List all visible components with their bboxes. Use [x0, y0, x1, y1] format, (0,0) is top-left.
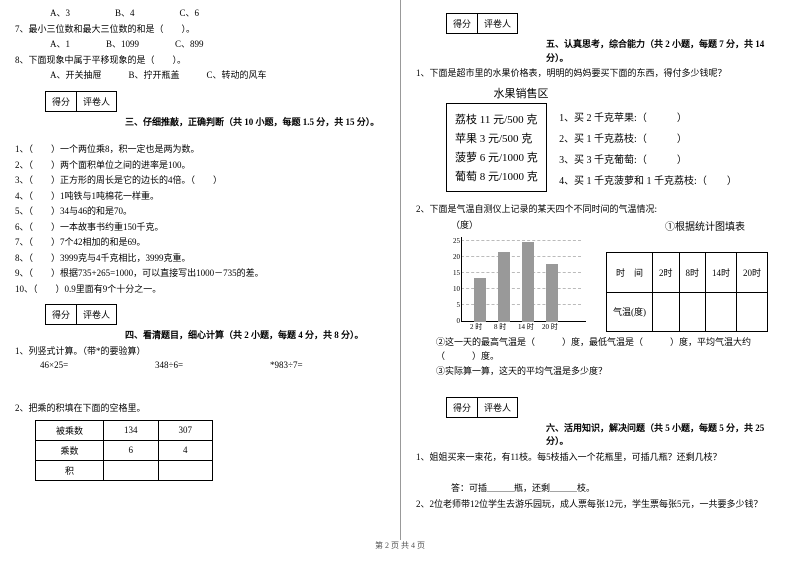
p1: 1、姐姐买来一束花，有11枝。每5枝插入一个花瓶里，可插几瓶？还剩几枝？ — [416, 451, 785, 465]
fruit-2: 苹果 3 元/500 克 — [455, 130, 538, 146]
q8-opts: A、开关抽屉 B、拧开瓶盖 C、转动的风车 — [15, 69, 385, 83]
buy-3: 3、买 3 千克葡萄:（ ） — [559, 151, 737, 166]
y-tick: 15 — [446, 269, 460, 277]
temp-v2 — [679, 292, 706, 332]
chart-bar — [498, 252, 510, 322]
t14: 14时 — [706, 253, 737, 293]
temp-r: 气温(度) — [607, 292, 653, 332]
chart-bar — [546, 264, 558, 322]
judge-4: 4、（ ）1吨铁与1吨棉花一样重。 — [15, 190, 385, 204]
score-cell: 得分 — [446, 397, 478, 418]
judge-3: 3、（ ）正方形的周长是它的边长的4倍。（ ） — [15, 174, 385, 188]
q5-1: 1、下面是超市里的水果价格表，明明的妈妈要买下面的东西，得付多少钱呢？ — [416, 67, 785, 81]
tv-21: 6 — [104, 440, 159, 460]
score-box-4: 得分 评卷人 — [45, 304, 385, 325]
p1a: 答：可插＿＿＿瓶，还剩＿＿＿枝。 — [416, 482, 785, 496]
y-tick: 20 — [446, 253, 460, 261]
judge-6: 6、（ ）一本故事书约重150千克。 — [15, 221, 385, 235]
x-tick: 14 时 — [518, 322, 534, 332]
chart-bar — [522, 242, 534, 322]
deg-label: （度） — [451, 218, 478, 233]
grader-cell: 评卷人 — [77, 304, 117, 325]
score-cell: 得分 — [45, 91, 77, 112]
judge-8: 8、（ ）3999克与4千克相比，3999克重。 — [15, 252, 385, 266]
p2: 2、2位老师带12位学生去游乐园玩，成人票每张12元，学生票每张5元，一共要多少… — [416, 498, 785, 512]
buy-1: 1、买 2 千克苹果:（ ） — [559, 109, 737, 124]
t2: 2时 — [653, 253, 680, 293]
score-box-6: 得分 评卷人 — [446, 397, 785, 418]
judge-2: 2、（ ）两个面积单位之间的进率是100。 — [15, 159, 385, 173]
q7: 7、最小三位数和最大三位数的和是（ ）。 — [15, 23, 385, 37]
th-1: 被乘数 — [36, 420, 104, 440]
section-4-title: 四、看清题目，细心计算（共 2 小题，每题 4 分，共 8 分）。 — [15, 329, 385, 343]
chart-title: ①根据统计图填表 — [665, 218, 745, 233]
fruit-1: 荔枝 11 元/500 克 — [455, 111, 538, 127]
fruit-3: 菠萝 6 元/1000 克 — [455, 149, 538, 165]
fruit-price-box: 荔枝 11 元/500 克 苹果 3 元/500 克 菠萝 6 元/1000 克… — [446, 103, 547, 192]
bar-chart: 25 20 15 10 5 0 2 时 8 时 14 时 20 时 — [446, 237, 586, 332]
q5-2: 2、下面是气温自测仪上记录的某天四个不同时间的气温情况: — [416, 203, 785, 217]
page-footer: 第 2 页 共 4 页 — [0, 540, 800, 551]
x-tick: 8 时 — [494, 322, 506, 332]
temp-table: 时 间 2时 8时 14时 20时 气温(度) — [606, 252, 768, 332]
th-3: 积 — [36, 460, 104, 480]
score-box-5: 得分 评卷人 — [446, 13, 785, 34]
section-3-title: 三、仔细推敲，正确判断（共 10 小题，每题 1.5 分，共 15 分）。 — [15, 116, 385, 130]
fruit-title: 水果销售区 — [461, 85, 581, 101]
calc-1b: 348÷6= — [155, 360, 270, 370]
judge-7: 7、（ ）7个42相加的和是69。 — [15, 236, 385, 250]
score-cell: 得分 — [45, 304, 77, 325]
temp-v1 — [653, 292, 680, 332]
grader-cell: 评卷人 — [478, 13, 518, 34]
calc-1c: *983÷7= — [270, 360, 385, 370]
x-tick: 20 时 — [542, 322, 558, 332]
judge-5: 5、（ ）34与46的和是70。 — [15, 205, 385, 219]
q2c: ③实际算一算，这天的平均气温是多少度？ — [416, 365, 785, 379]
y-tick: 5 — [446, 301, 460, 309]
q8: 8、下面现象中属于平移现象的是（ ）。 — [15, 54, 385, 68]
tv-31 — [104, 460, 159, 480]
temp-v3 — [706, 292, 737, 332]
score-box-3: 得分 评卷人 — [45, 91, 385, 112]
score-cell: 得分 — [446, 13, 478, 34]
th-2: 乘数 — [36, 440, 104, 460]
calc-1a: 46×25= — [40, 360, 155, 370]
fruit-4: 葡萄 8 元/1000 克 — [455, 168, 538, 184]
t8: 8时 — [679, 253, 706, 293]
y-tick: 25 — [446, 237, 460, 245]
q2b: ②这一天的最高气温是（ ）度，最低气温是（ ）度，平均气温大约（ ）度。 — [416, 336, 785, 363]
calc-2: 2、把乘的积填在下面的空格里。 — [15, 402, 385, 416]
grader-cell: 评卷人 — [77, 91, 117, 112]
tv-22: 4 — [158, 440, 213, 460]
mult-table: 被乘数134307 乘数64 积 — [35, 420, 213, 481]
section-5-title: 五、认真思考，综合能力（共 2 小题，每题 7 分，共 14 分）。 — [416, 38, 785, 65]
judge-1: 1、（ ）一个两位乘8，积一定也是两为数。 — [15, 143, 385, 157]
buy-4: 4、买 1 千克菠萝和 1 千克荔枝:（ ） — [559, 172, 737, 187]
judge-9: 9、（ ）根据735+265=1000，可以直接写出1000－735的差。 — [15, 267, 385, 281]
buy-2: 2、买 1 千克荔枝:（ ） — [559, 130, 737, 145]
tv-32 — [158, 460, 213, 480]
temp-h: 时 间 — [607, 253, 653, 293]
judge-10: 10、（ ）0.9里面有9个十分之一。 — [15, 283, 385, 297]
y-tick: 0 — [446, 317, 460, 325]
chart-bar — [474, 278, 486, 322]
temp-v4 — [737, 292, 768, 332]
section-6-title: 六、活用知识，解决问题（共 5 小题，每题 5 分，共 25 分）。 — [416, 422, 785, 449]
y-tick: 10 — [446, 285, 460, 293]
x-tick: 2 时 — [470, 322, 482, 332]
t20: 20时 — [737, 253, 768, 293]
buy-list: 1、买 2 千克苹果:（ ） 2、买 1 千克荔枝:（ ） 3、买 3 千克葡萄… — [559, 103, 737, 193]
grader-cell: 评卷人 — [478, 397, 518, 418]
tv-11: 134 — [104, 420, 159, 440]
calc-1: 1、列竖式计算。（带*的要验算） — [15, 345, 385, 359]
q7-opts: A、1 B、1099 C、899 — [15, 38, 385, 52]
q6-opts: A、3 B、4 C、6 — [15, 7, 385, 21]
tv-12: 307 — [158, 420, 213, 440]
